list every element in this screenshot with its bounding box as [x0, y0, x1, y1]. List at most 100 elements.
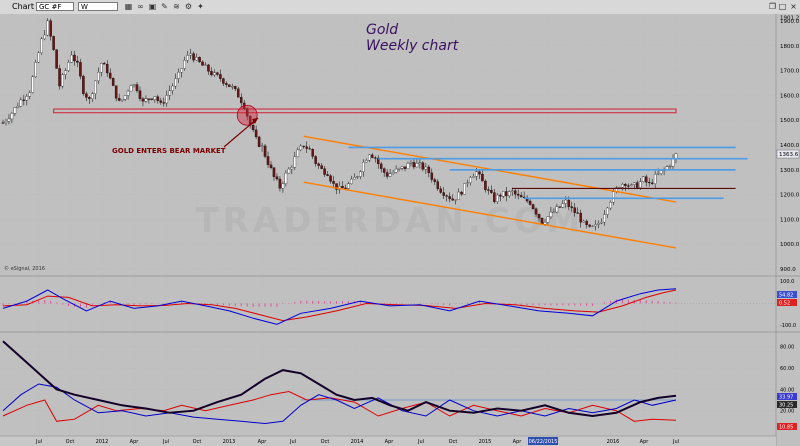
down-candle — [588, 224, 591, 227]
up-candle — [630, 184, 633, 186]
grid-icon[interactable]: ▦ — [124, 2, 133, 11]
down-candle — [73, 54, 76, 62]
up-candle — [132, 84, 136, 86]
up-candle — [555, 206, 559, 213]
settings-icon[interactable]: ⚙ — [184, 2, 193, 11]
down-candle — [567, 199, 571, 207]
down-candle — [147, 98, 151, 100]
last-price-box — [776, 149, 800, 159]
down-candle — [558, 206, 562, 208]
down-candle — [141, 98, 145, 102]
macd-signal-box — [777, 299, 797, 306]
up-candle — [633, 182, 636, 185]
x-tick-label: Jul — [162, 439, 169, 445]
down-candle — [442, 192, 445, 196]
x-tick-label: Jul — [672, 439, 679, 445]
up-candle — [231, 86, 234, 88]
up-candle — [70, 54, 73, 63]
up-candle — [123, 95, 127, 100]
down-candle — [344, 187, 347, 189]
adx-line — [2, 340, 677, 418]
annotation-arrowhead — [252, 118, 258, 124]
down-candle — [254, 129, 258, 138]
channel-lower-line — [303, 181, 677, 249]
annotation-arrow — [223, 117, 259, 148]
down-candle — [150, 98, 154, 100]
down-candle — [105, 63, 109, 74]
down-candle — [257, 136, 261, 147]
twitter-icon[interactable]: ✦ — [197, 2, 204, 11]
indicator-icon[interactable]: ≋ — [173, 2, 180, 11]
draw-icon[interactable]: ✎ — [161, 2, 168, 11]
up-candle — [61, 74, 64, 87]
down-candle — [573, 207, 577, 213]
down-candle — [481, 173, 484, 182]
up-candle — [7, 118, 11, 122]
up-candle — [299, 145, 303, 151]
down-candle — [269, 164, 273, 168]
down-candle — [576, 212, 579, 214]
down-candle — [302, 145, 306, 147]
up-candle — [466, 182, 469, 184]
up-candle — [16, 106, 20, 108]
up-candle — [391, 172, 395, 174]
y-tick-label: 1600.0 — [780, 93, 800, 99]
up-candle — [67, 62, 70, 71]
dmi-tick-label: 80.00 — [780, 345, 794, 351]
down-candle — [159, 100, 163, 103]
down-candle — [1, 122, 5, 124]
down-candle — [323, 168, 326, 175]
down-candle — [102, 63, 106, 65]
down-candle — [234, 86, 237, 90]
down-candle — [228, 84, 231, 87]
restore-icon[interactable]: ❐ — [768, 2, 777, 11]
down-candle — [272, 167, 276, 177]
down-candle — [528, 200, 532, 205]
copyright-label: © eSignal, 2016 — [4, 265, 45, 272]
maximize-icon[interactable]: □ — [778, 2, 787, 11]
up-candle — [165, 95, 169, 104]
down-candle — [222, 78, 225, 84]
down-candle — [85, 93, 88, 98]
interval-select[interactable]: W — [78, 2, 118, 11]
up-candle — [43, 34, 46, 40]
dmi-plus-line — [2, 383, 677, 425]
up-candle — [189, 53, 192, 56]
x-tick-label: 2013 — [223, 439, 236, 445]
down-candle — [266, 156, 270, 165]
down-candle — [305, 146, 308, 149]
link-icon[interactable]: ∞ — [137, 2, 144, 11]
down-candle — [219, 74, 222, 79]
down-candle — [421, 162, 425, 170]
x-axis-band — [0, 436, 776, 446]
up-candle — [290, 167, 294, 170]
x-tick-label: Oct — [321, 439, 330, 445]
up-candle — [10, 113, 14, 120]
down-candle — [278, 178, 282, 189]
up-candle — [46, 20, 49, 36]
up-candle — [641, 176, 645, 182]
up-candle — [353, 177, 356, 180]
down-candle — [314, 156, 317, 164]
down-candle — [540, 217, 544, 225]
lock-icon[interactable]: ▣ — [148, 2, 157, 11]
down-candle — [627, 185, 630, 187]
up-candle — [359, 171, 362, 177]
down-candle — [537, 214, 541, 219]
x-tick-label: 2012 — [96, 439, 109, 445]
up-candle — [668, 165, 672, 168]
up-candle — [418, 162, 422, 164]
up-candle — [19, 99, 23, 107]
bear-market-annotation: GOLD ENTERS BEAR MARKET — [112, 147, 226, 155]
y-tick-label: 1200.0 — [780, 193, 800, 199]
down-candle — [251, 125, 255, 131]
close-icon[interactable]: × — [790, 2, 797, 11]
down-candle — [499, 194, 502, 197]
down-candle — [237, 88, 240, 98]
chart-tab[interactable]: Chart — [12, 2, 34, 11]
symbol-input[interactable]: GC #F — [36, 2, 74, 11]
down-candle — [487, 189, 490, 191]
up-candle — [174, 78, 177, 87]
dmi-tick-label: 20.00 — [780, 409, 794, 415]
up-candle — [34, 62, 38, 77]
